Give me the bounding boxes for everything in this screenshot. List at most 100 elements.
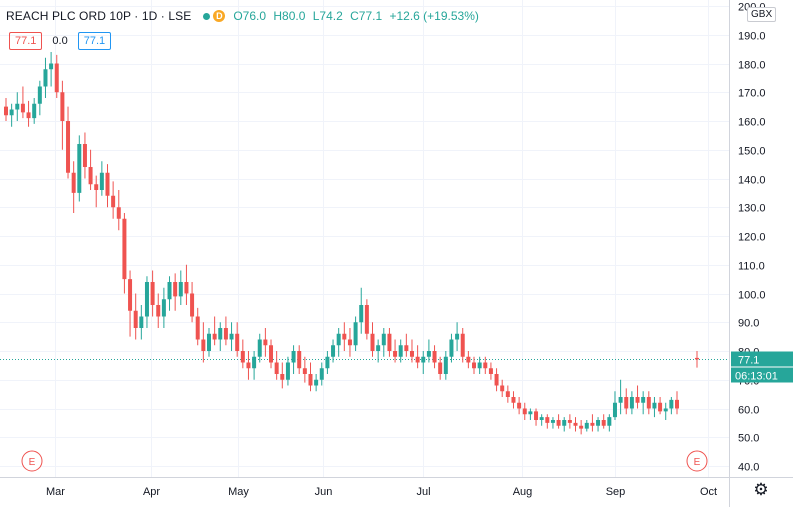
candle[interactable] [590, 414, 595, 432]
candle[interactable] [269, 339, 274, 369]
candle[interactable] [156, 293, 161, 329]
symbol-title[interactable]: REACH PLC ORD 10P · 1D · LSE [6, 9, 192, 23]
candle[interactable] [404, 333, 409, 357]
candle[interactable] [477, 356, 482, 374]
candle[interactable] [263, 328, 268, 357]
earnings-marker[interactable]: E [21, 450, 43, 472]
candle[interactable] [37, 80, 42, 116]
candle[interactable] [646, 391, 651, 415]
candle[interactable] [9, 103, 14, 127]
candle[interactable] [15, 92, 20, 121]
candle[interactable] [235, 322, 240, 357]
candle[interactable] [629, 391, 634, 415]
candle[interactable] [624, 388, 629, 415]
candle[interactable] [438, 356, 443, 380]
candle[interactable] [500, 379, 505, 397]
candle[interactable] [308, 362, 313, 392]
candle[interactable] [116, 190, 121, 231]
candle[interactable] [675, 391, 679, 415]
candle[interactable] [488, 362, 493, 380]
candle[interactable] [596, 417, 601, 432]
candle[interactable] [49, 52, 54, 87]
candle[interactable] [347, 328, 352, 357]
candle[interactable] [522, 402, 527, 420]
candle[interactable] [342, 322, 347, 351]
candle[interactable] [517, 397, 522, 415]
candle[interactable] [291, 345, 296, 374]
candle[interactable] [556, 414, 561, 429]
candle[interactable] [539, 414, 544, 426]
candle[interactable] [607, 414, 612, 432]
candle[interactable] [105, 164, 110, 208]
candle[interactable] [472, 356, 477, 374]
candle[interactable] [567, 414, 572, 429]
candle[interactable] [550, 417, 555, 429]
candle[interactable] [71, 161, 76, 213]
candle[interactable] [20, 86, 25, 119]
candle[interactable] [257, 333, 262, 363]
candle[interactable] [426, 339, 431, 363]
currency-label[interactable]: GBX [747, 7, 777, 22]
candle[interactable] [94, 175, 99, 208]
candle[interactable] [370, 322, 375, 357]
candle[interactable] [190, 282, 195, 323]
candle[interactable] [325, 351, 330, 374]
candle[interactable] [54, 54, 59, 98]
candle[interactable] [432, 345, 437, 369]
candle[interactable] [409, 339, 414, 363]
candle[interactable] [695, 351, 699, 368]
candle[interactable] [144, 276, 149, 328]
candle[interactable] [150, 270, 155, 317]
candle[interactable] [584, 420, 589, 432]
candle[interactable] [534, 408, 539, 426]
candle[interactable] [336, 328, 341, 357]
candle[interactable] [240, 339, 245, 369]
candle[interactable] [612, 391, 617, 420]
candle[interactable] [122, 213, 127, 294]
candle[interactable] [229, 322, 234, 351]
candle[interactable] [139, 305, 144, 340]
candle[interactable] [60, 80, 65, 150]
candle[interactable] [32, 98, 37, 124]
candles[interactable] [4, 52, 699, 435]
candle[interactable] [455, 322, 460, 351]
candle[interactable] [274, 351, 279, 380]
candle[interactable] [466, 351, 471, 369]
candle[interactable] [359, 287, 364, 334]
candle[interactable] [460, 328, 465, 363]
candle[interactable] [167, 276, 172, 311]
candle[interactable] [111, 181, 116, 219]
candle[interactable] [128, 270, 133, 337]
candle[interactable] [494, 368, 499, 392]
candle[interactable] [43, 57, 48, 98]
candle[interactable] [618, 379, 623, 415]
candle[interactable] [252, 351, 257, 380]
candle[interactable] [449, 333, 454, 363]
candle[interactable] [314, 374, 319, 392]
candle[interactable] [285, 356, 290, 386]
candle[interactable] [319, 362, 324, 386]
candle[interactable] [421, 351, 426, 374]
candle[interactable] [331, 339, 336, 363]
candle[interactable] [212, 316, 217, 346]
candle[interactable] [579, 420, 584, 435]
candle[interactable] [376, 339, 381, 363]
candle[interactable] [483, 356, 488, 374]
candle[interactable] [505, 385, 510, 403]
candle[interactable] [206, 328, 211, 357]
candle[interactable] [669, 397, 674, 415]
candle[interactable] [26, 100, 31, 127]
candle[interactable] [246, 351, 251, 380]
candle[interactable] [161, 287, 166, 328]
candle[interactable] [195, 307, 200, 346]
candle[interactable] [443, 351, 448, 380]
candle[interactable] [562, 417, 567, 432]
candle[interactable] [601, 414, 606, 429]
candle[interactable] [178, 270, 183, 306]
candle[interactable] [381, 328, 386, 357]
candle[interactable] [393, 339, 398, 363]
earnings-marker[interactable]: E [686, 450, 708, 472]
candle[interactable] [184, 264, 189, 305]
candle[interactable] [364, 299, 369, 340]
candle[interactable] [223, 316, 228, 346]
